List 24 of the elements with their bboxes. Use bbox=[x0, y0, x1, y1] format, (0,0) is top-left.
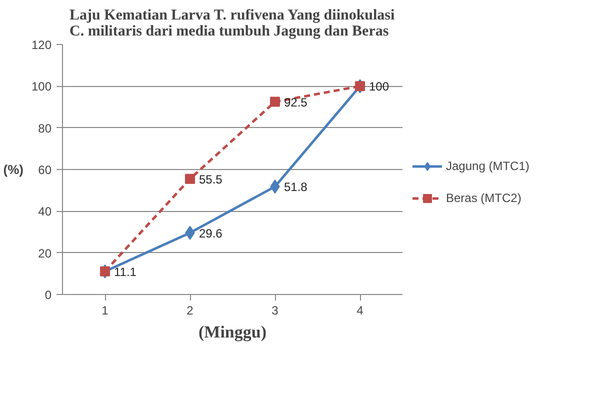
data-label: 55.5 bbox=[199, 172, 223, 186]
point bbox=[185, 174, 195, 184]
legend-label: Jagung (MTC1) bbox=[446, 159, 530, 173]
y-tick-label: 100 bbox=[31, 80, 52, 94]
y-axis-title: (%) bbox=[3, 162, 24, 177]
y-tick-label: 60 bbox=[38, 163, 52, 177]
data-label: 100 bbox=[369, 80, 390, 94]
data-label: 29.6 bbox=[199, 226, 223, 240]
x-tick-label: 1 bbox=[102, 304, 109, 318]
y-tick-label: 120 bbox=[31, 38, 52, 52]
legend-label: Beras (MTC2) bbox=[446, 191, 522, 205]
x-tick-label: 4 bbox=[356, 304, 364, 318]
x-tick-label: 2 bbox=[186, 304, 194, 318]
y-tick-label: 0 bbox=[44, 288, 52, 302]
x-axis-title: (Minggu) bbox=[198, 322, 266, 342]
y-tick-label: 20 bbox=[38, 246, 52, 260]
chart-title: Laju Kematian Larva T. rufivena Yang diinokulasi C. militaris dari media tumbuh Jagung dan Beras bbox=[69, 8, 395, 40]
data-label: 92.5 bbox=[284, 95, 308, 110]
point bbox=[270, 96, 280, 107]
x-tick-label: 3 bbox=[272, 304, 279, 318]
y-tick-label: 40 bbox=[38, 204, 52, 219]
y-tick-label: 80 bbox=[38, 121, 52, 136]
data-label: 11.1 bbox=[114, 264, 137, 279]
data-label: 51.8 bbox=[284, 180, 308, 194]
